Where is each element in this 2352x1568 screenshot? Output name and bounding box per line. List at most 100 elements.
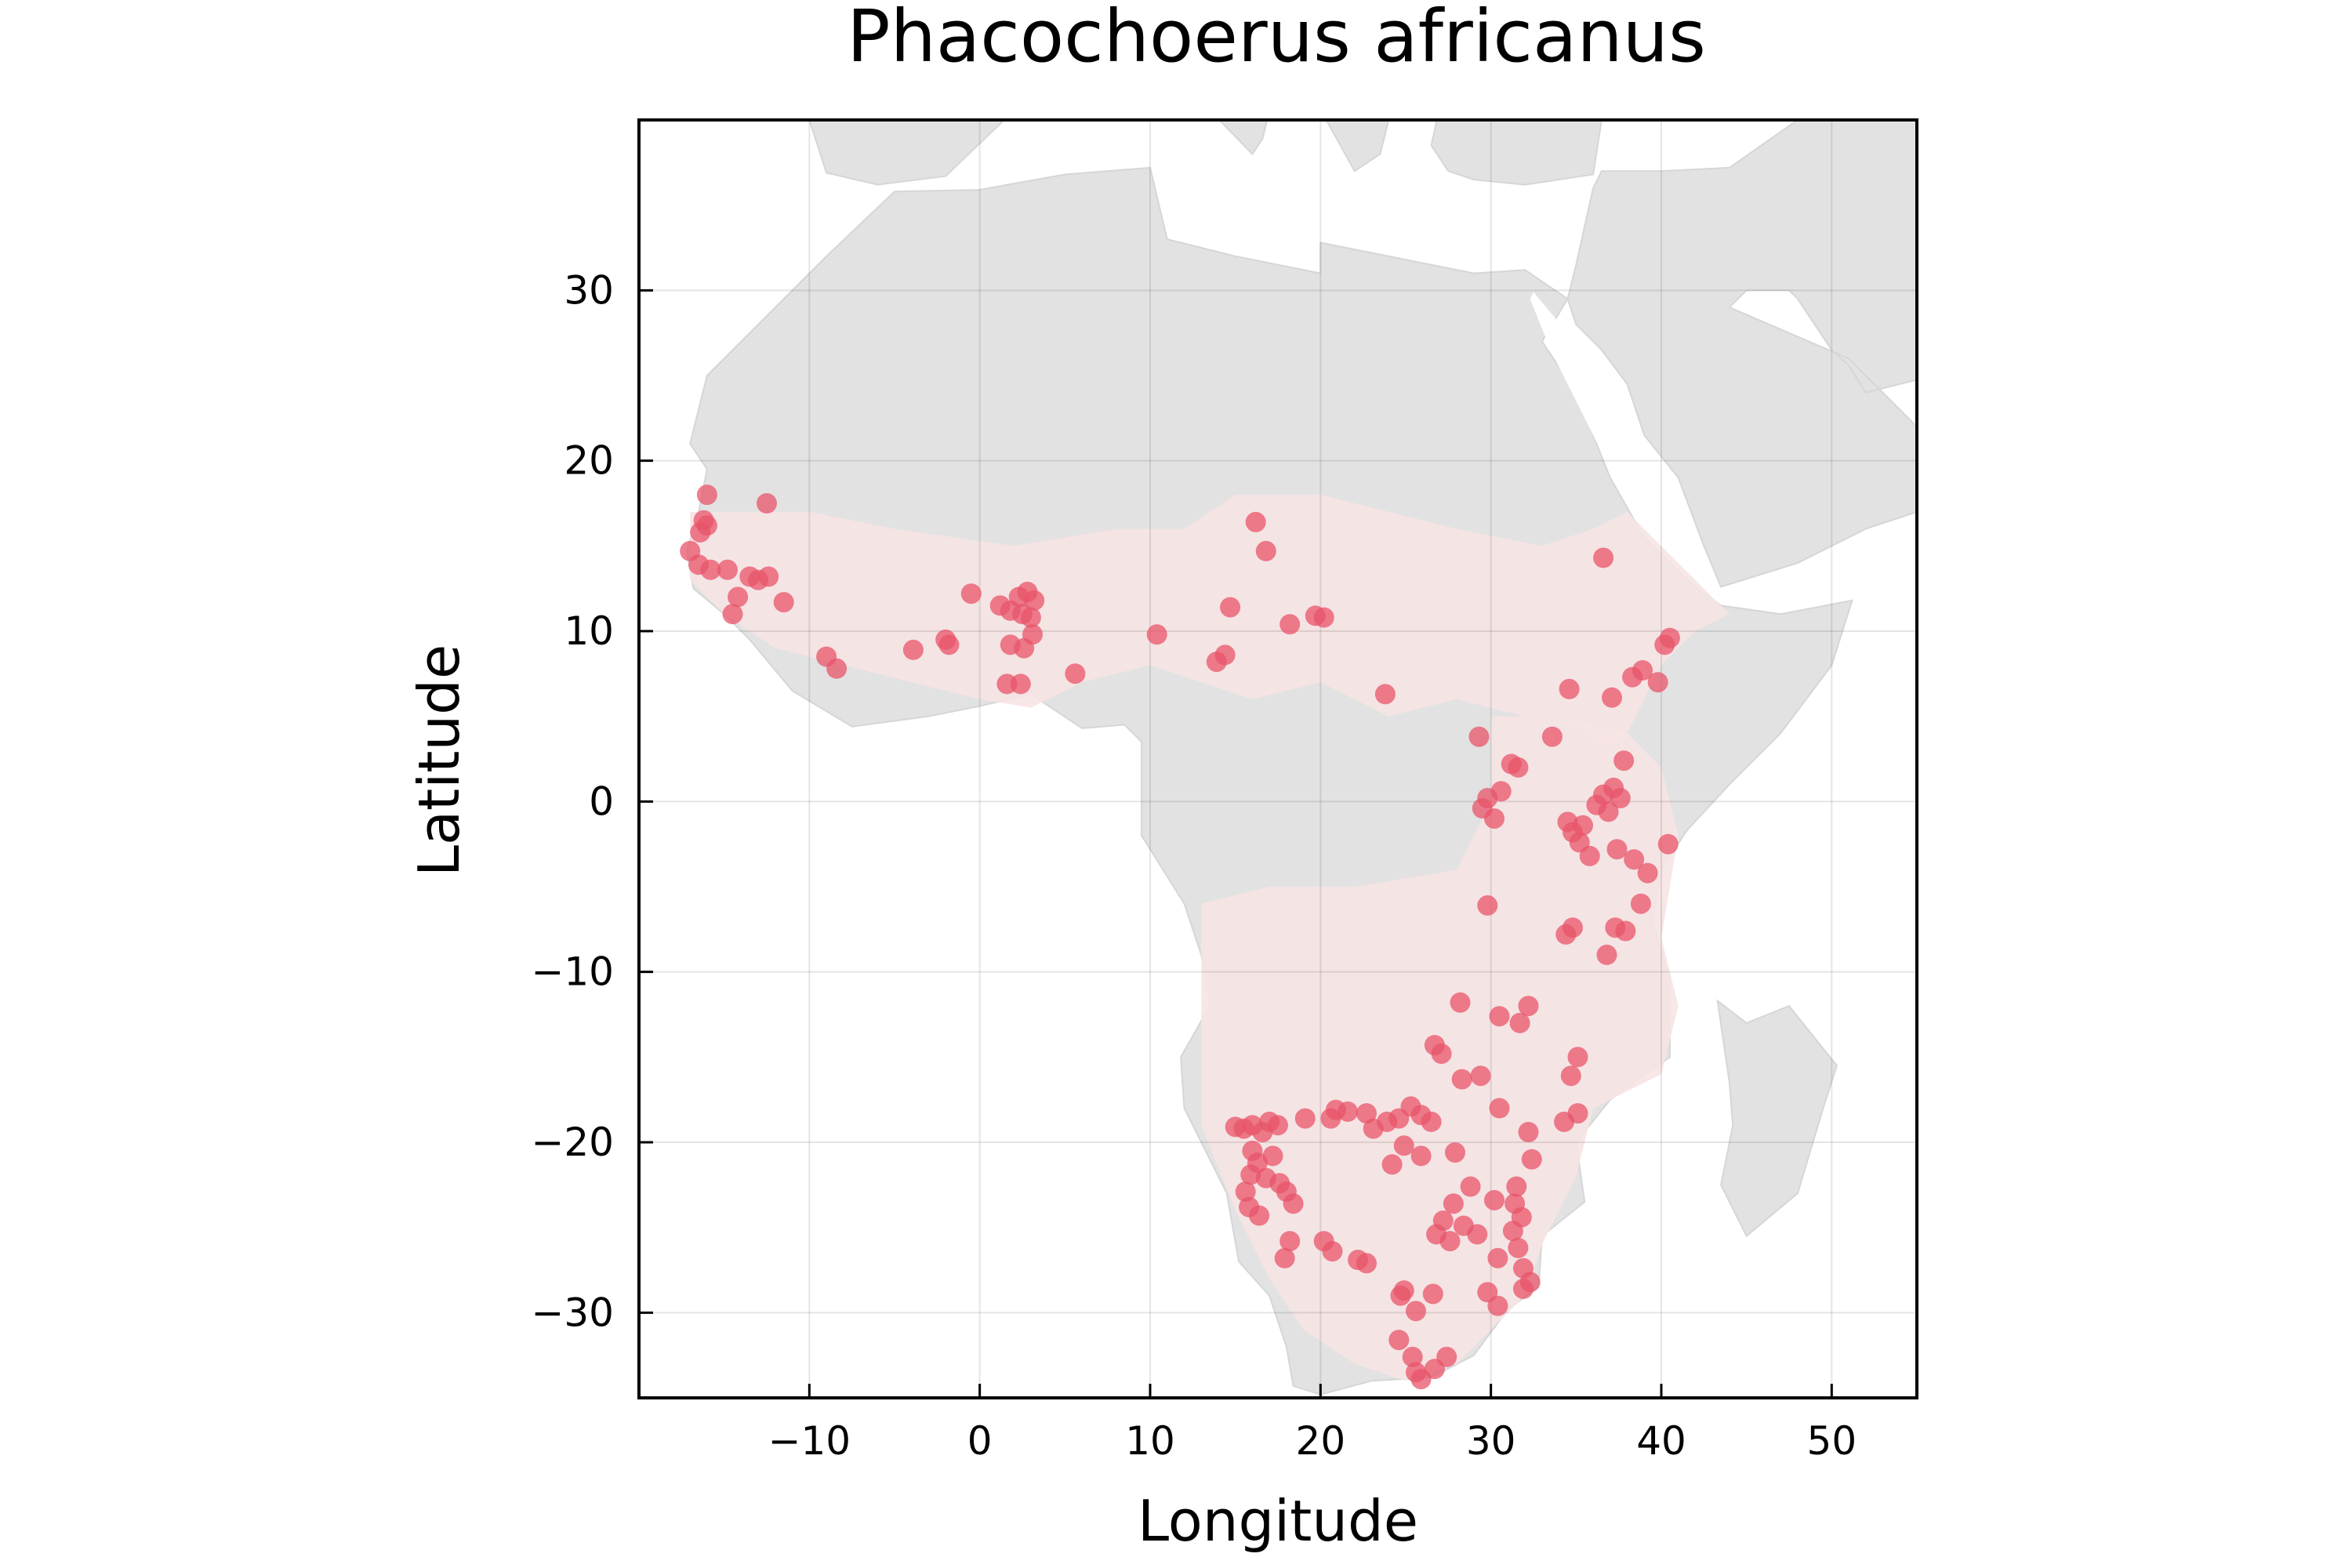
occurrence-point: [1602, 687, 1622, 708]
occurrence-point: [1598, 801, 1619, 822]
occurrence-point: [1268, 1115, 1288, 1136]
x-tick-label: 20: [1296, 1418, 1346, 1464]
occurrence-point: [1647, 672, 1668, 693]
occurrence-point: [1490, 781, 1512, 802]
red-sea: [1530, 292, 1718, 589]
occurrence-point: [1356, 1103, 1377, 1124]
occurrence-point: [1443, 1193, 1464, 1214]
chart-title: Phacochoerus africanus: [847, 0, 1706, 78]
occurrence-point: [1010, 673, 1031, 695]
y-tick-label: 20: [564, 438, 614, 484]
y-tick-label: −30: [531, 1290, 614, 1335]
occurrence-point: [1573, 815, 1593, 836]
occurrence-point: [1214, 644, 1236, 666]
occurrence-point: [1541, 726, 1563, 747]
grid-lines: [639, 120, 1917, 1398]
occurrence-point: [1445, 1142, 1465, 1163]
x-tick-label: 40: [1636, 1418, 1686, 1464]
occurrence-point: [1489, 1098, 1510, 1119]
occurrence-point: [1567, 1103, 1588, 1124]
occurrence-point: [1659, 627, 1680, 648]
x-axis-label: Longitude: [1138, 1488, 1418, 1554]
occurrence-point: [1477, 895, 1498, 916]
occurrence-point: [690, 521, 711, 543]
occurrence-point: [1451, 1069, 1472, 1090]
occurrence-point: [1624, 849, 1645, 870]
occurrence-point: [1508, 757, 1529, 778]
occurrence-point: [902, 639, 924, 660]
occurrence-point: [1630, 893, 1651, 914]
y-axis-ticks: −30 −20 −10 0 10 20 30: [531, 267, 653, 1335]
occurrence-point: [826, 658, 848, 679]
occurrence-point: [1518, 1122, 1539, 1142]
occurrence-point: [960, 583, 982, 604]
y-tick-label: 0: [589, 779, 614, 824]
occurrence-point: [1274, 1247, 1295, 1269]
occurrence-point: [1613, 750, 1635, 771]
occurrence-point: [1559, 678, 1580, 699]
x-tick-label: 50: [1807, 1418, 1857, 1464]
occurrence-point: [1460, 1176, 1481, 1197]
occurrence-point: [1322, 1241, 1343, 1262]
occurrence-point: [1509, 1012, 1530, 1033]
occurrence-point: [1356, 1253, 1377, 1274]
occurrence-point: [1381, 1154, 1403, 1175]
occurrence-point: [758, 566, 779, 587]
occurrence-point: [1487, 1247, 1508, 1269]
land-shape: [1566, 120, 1917, 588]
occurrence-point: [1283, 1193, 1304, 1214]
occurrence-point: [722, 604, 743, 625]
occurrence-point: [1513, 1278, 1534, 1299]
occurrence-point: [773, 592, 794, 613]
occurrence-point: [696, 485, 717, 506]
occurrence-point: [1508, 1237, 1529, 1258]
occurrence-point: [1388, 1330, 1410, 1351]
occurrence-point: [1363, 1118, 1384, 1139]
occurrence-point: [1436, 1346, 1457, 1367]
occurrence-point: [1325, 1099, 1346, 1120]
occurrence-point: [1610, 788, 1631, 808]
occurrence-point: [1637, 862, 1658, 884]
occurrence-point: [1294, 1108, 1316, 1129]
occurrence-point: [1406, 1301, 1426, 1322]
occurrence-point: [1020, 607, 1041, 628]
occurrence-point: [1521, 1149, 1542, 1170]
occurrence-point: [1487, 1295, 1508, 1316]
x-tick-label: 30: [1466, 1418, 1516, 1464]
y-tick-label: −10: [531, 949, 614, 995]
x-axis-ticks: −10 0 10 20 30 40 50: [768, 1384, 1857, 1464]
y-tick-label: −20: [531, 1120, 614, 1165]
occurrence-point: [1421, 1111, 1442, 1132]
y-tick-label: 30: [564, 267, 614, 313]
occurrence-point: [1313, 607, 1334, 628]
occurrence-point: [1220, 597, 1241, 618]
occurrence-point: [1235, 1181, 1256, 1202]
occurrence-point: [1024, 590, 1045, 611]
x-tick-label: 0: [967, 1418, 993, 1464]
occurrence-point: [1502, 1221, 1523, 1241]
occurrence-point: [1484, 1189, 1504, 1210]
occurrence-point: [1146, 624, 1167, 645]
y-axis-label: Latitude: [406, 644, 472, 877]
range-sahel: [690, 495, 1730, 751]
occurrence-point: [1615, 920, 1636, 942]
occurrence-point: [1393, 1280, 1414, 1301]
occurrence-point: [1402, 1346, 1423, 1367]
occurrence-points: [680, 485, 1680, 1390]
occurrence-point: [1518, 996, 1539, 1017]
occurrence-point: [1450, 992, 1471, 1013]
x-tick-label: −10: [768, 1418, 851, 1464]
occurrence-point: [728, 586, 749, 608]
occurrence-point: [1410, 1145, 1432, 1167]
occurrence-point: [1065, 663, 1086, 684]
occurrence-point: [1262, 1145, 1283, 1167]
x-tick-label: 10: [1125, 1418, 1175, 1464]
occurrence-point: [1470, 1065, 1491, 1087]
y-tick-label: 10: [564, 608, 614, 654]
occurrence-point: [1560, 1065, 1581, 1087]
occurrence-point: [1374, 684, 1396, 705]
plot-frame: [637, 118, 1918, 1399]
occurrence-point: [1422, 1283, 1443, 1305]
occurrence-point: [1439, 1231, 1461, 1252]
